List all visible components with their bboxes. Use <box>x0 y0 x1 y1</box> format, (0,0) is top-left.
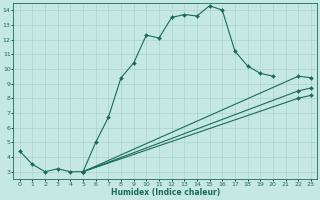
X-axis label: Humidex (Indice chaleur): Humidex (Indice chaleur) <box>111 188 220 197</box>
